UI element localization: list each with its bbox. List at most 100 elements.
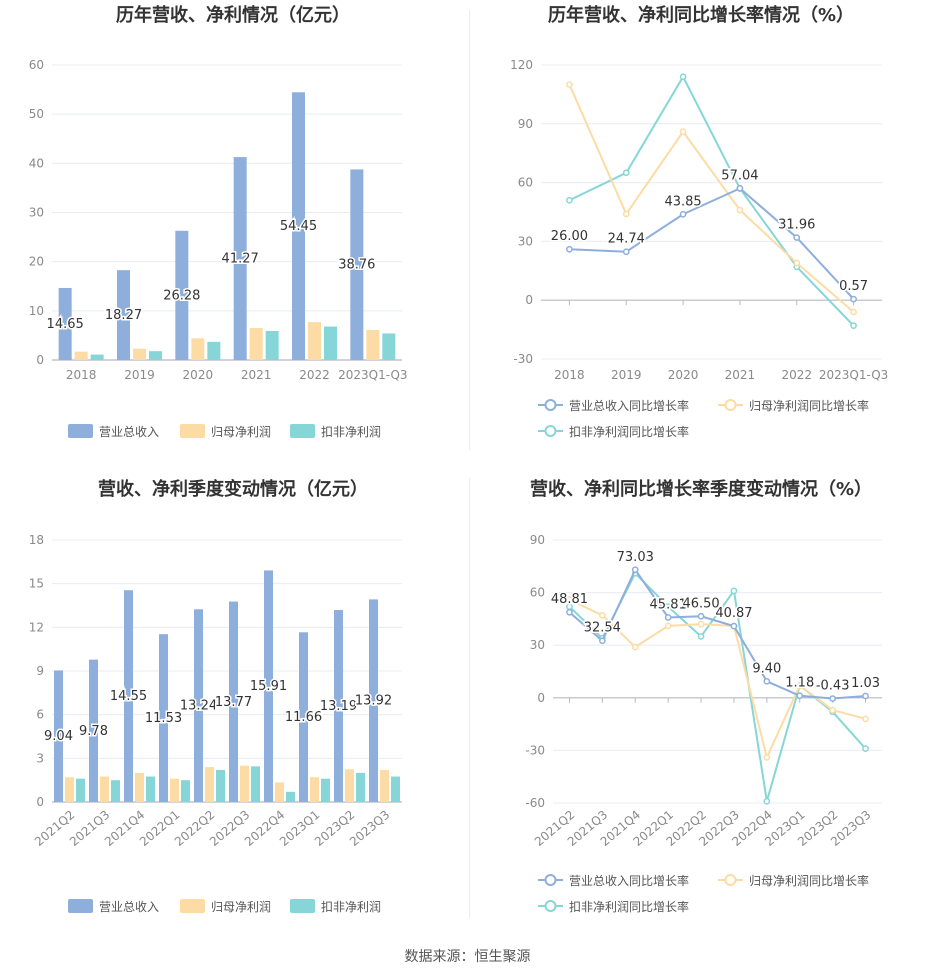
c3-point — [697, 633, 705, 640]
c3-legend-item-1[interactable]: 归母净利润同比增长率 — [718, 873, 869, 888]
c0-bar-net-profit — [191, 338, 205, 360]
c3-point — [631, 643, 639, 651]
c3-point — [862, 745, 869, 752]
c3-point — [763, 677, 771, 685]
c1-legend-item-2[interactable]: 扣非净利润同比增长率 — [538, 424, 689, 439]
c3-data-label: 40.87 — [715, 606, 752, 621]
c2-bar-net-profit — [380, 769, 389, 802]
c0-legend-label: 归母净利润 — [211, 425, 271, 439]
c3-point — [664, 622, 672, 630]
c1-point — [566, 81, 573, 88]
c0-legend-label: 营业总收入 — [99, 425, 159, 439]
c2-legend-item-2[interactable]: 扣非净利润 — [290, 899, 381, 914]
c1-ytick-label: 30 — [518, 234, 533, 248]
c2-data-label: 11.66 — [285, 710, 322, 725]
c1-point — [679, 128, 687, 135]
c2-legend-item-1[interactable]: 归母净利润 — [180, 899, 271, 914]
c2-bar-net-profit — [65, 777, 74, 802]
c2-ytick-label: 15 — [29, 577, 44, 591]
c1-legend-item-1[interactable]: 归母净利润同比增长率 — [718, 398, 869, 413]
c3-point — [664, 603, 672, 610]
c3-title: 营收、净利同比增长率季度变动情况（%） — [530, 478, 872, 500]
c2-ytick-label: 3 — [36, 751, 44, 765]
c0-ytick-label: 40 — [29, 156, 44, 170]
c1-point — [850, 322, 857, 330]
c3-data-label: 9.40 — [752, 661, 781, 676]
c3-point — [829, 695, 836, 702]
c3-legend-marker — [544, 900, 557, 912]
c1-point — [679, 73, 687, 81]
c0-bar-net-profit — [249, 328, 263, 360]
c2-data-label: 13.24 — [180, 699, 217, 714]
c1-series-line-2 — [568, 74, 855, 327]
c2-legend-label: 扣非净利润 — [321, 900, 381, 914]
c2-bar-net-profit — [100, 776, 109, 802]
c2-data-label: 14.55 — [110, 689, 147, 704]
c2-bar-net-profit — [170, 778, 179, 802]
c3-point — [763, 797, 771, 805]
c2-bar-deducted-profit — [356, 772, 365, 802]
c0-legend-item-2[interactable]: 扣非净利润 — [290, 424, 381, 439]
c3-ytick-label: -60 — [525, 796, 545, 810]
c3-point — [566, 596, 573, 603]
c3-data-label: 1.18 — [785, 676, 814, 691]
c1-legend-marker — [724, 399, 737, 411]
c0-bar-deducted-profit — [324, 326, 337, 360]
c3-legend-marker — [724, 874, 737, 886]
c3-legend-marker — [544, 874, 557, 886]
c0-ytick-label: 50 — [29, 107, 44, 121]
c1-point — [793, 259, 801, 267]
c0-bar-deducted-profit — [207, 341, 221, 360]
quarterly-growth-panel: 营收、净利同比增长率季度变动情况（%） -60 -30 0 30 60 90 2021Q2 20… — [468, 470, 935, 940]
c3-legend-label: 归母净利润同比增长率 — [749, 873, 869, 888]
c0-bar-net-profit — [74, 351, 88, 360]
c1-category-label: 2022 — [781, 368, 812, 382]
c1-legend-marker — [544, 425, 557, 437]
c2-bar-revenue — [124, 590, 133, 802]
c2-bar-net-profit — [275, 782, 284, 802]
c0-bar-revenue — [175, 230, 189, 360]
c3-point — [862, 715, 869, 723]
c0-legend-item-0[interactable]: 营业总收入 — [68, 424, 159, 439]
c2-data-label: 13.77 — [215, 695, 252, 710]
c1-legend-item-0[interactable]: 营业总收入同比增长率 — [538, 398, 689, 413]
c2-legend-swatch — [68, 899, 93, 913]
c3-point — [796, 682, 804, 689]
c3-data-label: 48.81 — [551, 592, 588, 607]
c2-bar-net-profit — [205, 767, 214, 802]
c3-point — [829, 706, 836, 714]
c3-data-label: 73.03 — [617, 550, 654, 565]
c0-legend-swatch — [68, 424, 93, 438]
c2-data-label: 13.92 — [355, 694, 392, 709]
c1-data-label: 43.85 — [664, 194, 701, 209]
c3-legend-item-2[interactable]: 扣非净利润同比增长率 — [538, 899, 689, 914]
c1-data-label: 26.00 — [551, 229, 588, 244]
c1-point — [850, 295, 857, 303]
c2-bar-deducted-profit — [286, 791, 295, 802]
c0-bar-revenue — [233, 157, 247, 360]
c2-bar-net-profit — [345, 769, 354, 802]
c2-bar-deducted-profit — [146, 776, 155, 802]
c3-ytick-label: 90 — [530, 533, 545, 547]
c3-ytick-label: 30 — [530, 638, 545, 652]
c3-data-label: 1.03 — [851, 676, 880, 691]
c2-legend-item-0[interactable]: 营业总收入 — [68, 899, 159, 914]
c1-point — [736, 185, 744, 192]
c1-point — [850, 308, 857, 316]
annual-growth-chart: 历年营收、净利同比增长率情况（%） -30 0 30 60 90 120 2018 2019 20… — [510, 4, 888, 439]
c2-bar-deducted-profit — [76, 778, 85, 802]
c1-legend-label: 扣非净利润同比增长率 — [569, 424, 689, 439]
c3-legend-item-0[interactable]: 营业总收入同比增长率 — [538, 873, 689, 888]
annual-growth-panel: 历年营收、净利同比增长率情况（%） -30 0 30 60 90 120 2018 2019 20… — [468, 0, 935, 470]
c2-bar-revenue — [264, 570, 273, 802]
c1-category-label: 2018 — [554, 368, 585, 382]
c3-legend-label: 扣非净利润同比增长率 — [569, 899, 689, 914]
quarterly-growth-chart: 营收、净利同比增长率季度变动情况（%）-60-3003060902021Q220… — [525, 478, 882, 914]
c0-legend-item-1[interactable]: 归母净利润 — [180, 424, 271, 439]
c0-bar-revenue — [350, 169, 364, 360]
c3-point — [599, 612, 606, 619]
c2-bar-deducted-profit — [251, 766, 260, 802]
c2-bar-net-profit — [240, 765, 249, 802]
c0-data-label: 38.76 — [338, 258, 375, 273]
c2-bar-deducted-profit — [391, 776, 400, 802]
